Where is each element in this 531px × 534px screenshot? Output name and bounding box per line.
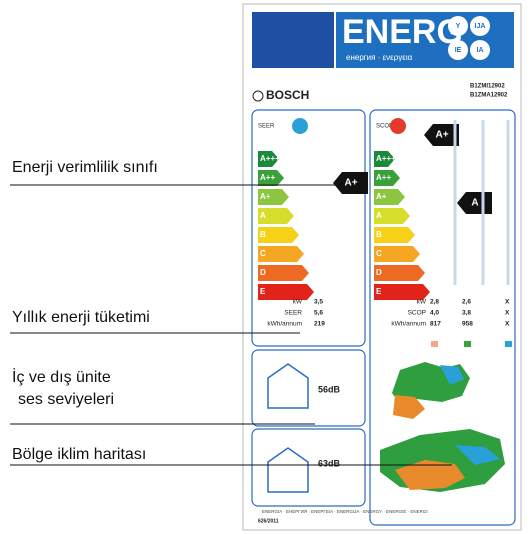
class-bar	[374, 227, 415, 243]
class-label: D	[260, 268, 266, 277]
seer-label: SEER	[258, 124, 275, 130]
sun-icon	[390, 118, 406, 134]
heating-value: X	[505, 310, 510, 317]
heating-value: 958	[462, 321, 473, 328]
class-label: E	[376, 287, 382, 296]
cooling-value: kW	[293, 299, 303, 306]
badge	[470, 40, 490, 60]
class-bar	[258, 265, 309, 281]
rating-label: A+	[435, 130, 448, 141]
rating-label: A+	[344, 178, 357, 189]
class-bar	[258, 227, 299, 243]
annotation-text: Bölge iklim haritası	[12, 446, 146, 463]
heating-value: 2,8	[430, 299, 439, 306]
class-label: A++	[376, 173, 391, 182]
eu-flag	[252, 12, 334, 68]
class-label: B	[376, 230, 382, 239]
heating-value: X	[505, 299, 510, 306]
rating-label: A	[471, 198, 478, 209]
class-label: C	[260, 249, 266, 258]
cooling-value: 5,6	[314, 310, 323, 317]
badge-text: IJA	[475, 23, 486, 30]
heating-value: 2,6	[462, 299, 471, 306]
heating-value: kWh/annum	[391, 321, 426, 328]
cooling-value: 3,5	[314, 299, 323, 306]
class-label: A+	[376, 192, 387, 201]
scop-label: SCOP	[376, 124, 393, 130]
brand: BOSCH	[266, 88, 309, 102]
panels	[251, 109, 516, 526]
class-bar	[258, 151, 279, 167]
class-label: E	[260, 287, 266, 296]
heating-value: SCOP	[408, 310, 426, 317]
class-label: A	[260, 211, 266, 220]
fan-icon	[292, 118, 308, 134]
heating-value: 4,0	[430, 310, 439, 317]
class-bar	[258, 284, 314, 300]
house-icons	[267, 363, 309, 493]
class-bar	[374, 208, 410, 224]
legend-swatch	[431, 341, 438, 347]
annotation-text: İç ve dış ünite	[12, 367, 111, 386]
heating-value: 3,8	[462, 310, 471, 317]
logo-subtitle: енергия · ενεργεια	[346, 53, 413, 62]
class-label: A+++	[376, 154, 396, 163]
rating-pointer	[333, 172, 368, 194]
cooling-value: kWh/annum	[267, 321, 302, 328]
class-bar	[374, 246, 420, 262]
annotation-text: Yıllık enerji tüketimi	[12, 309, 150, 326]
footer-regulation: 626/2011	[258, 518, 279, 524]
badge-text: IE	[455, 47, 462, 54]
sound-value: 56dB	[318, 384, 341, 394]
heating-value: kW	[417, 299, 427, 306]
sound-value: 63dB	[318, 458, 341, 468]
logo: ENERG	[342, 13, 463, 51]
rating-pointer	[424, 124, 459, 146]
annotation-text: ses seviyeleri	[18, 391, 114, 408]
badge	[448, 16, 468, 36]
badge-text: Y	[456, 23, 461, 30]
heating-value: X	[505, 321, 510, 328]
class-bar	[374, 189, 405, 205]
class-bar	[258, 189, 289, 205]
annotation-text: Enerji verimlilik sınıfı	[12, 159, 158, 176]
badge-text: IA	[477, 47, 484, 54]
climate-map	[380, 362, 505, 492]
class-bar	[374, 284, 430, 300]
class-bar	[374, 265, 425, 281]
class-label: A+++	[260, 154, 280, 163]
badge	[448, 40, 468, 60]
class-bar	[258, 170, 284, 186]
class-bar	[374, 151, 395, 167]
model: B1ZMA12902	[470, 93, 508, 99]
class-label: D	[376, 268, 382, 277]
class-label: A+	[260, 192, 271, 201]
class-label: C	[376, 249, 382, 258]
class-bar	[374, 170, 400, 186]
model: B1ZMI12902	[470, 84, 505, 90]
badge	[470, 16, 490, 36]
legend-swatch	[464, 341, 471, 347]
class-label: A++	[260, 173, 275, 182]
heating-value: 817	[430, 321, 441, 328]
brand-logo	[252, 90, 264, 102]
class-label: B	[260, 230, 266, 239]
footer-languages: ENERGIA · ЕНЕРГИЯ · ΕΝΕΡΓΕΙΑ · ENERGIJA …	[262, 509, 428, 514]
legend-swatch	[505, 341, 512, 347]
cooling-value: 219	[314, 321, 325, 328]
cooling-value: SEER	[284, 310, 302, 317]
class-bar	[258, 246, 304, 262]
class-bar	[258, 208, 294, 224]
class-label: A	[376, 211, 382, 220]
